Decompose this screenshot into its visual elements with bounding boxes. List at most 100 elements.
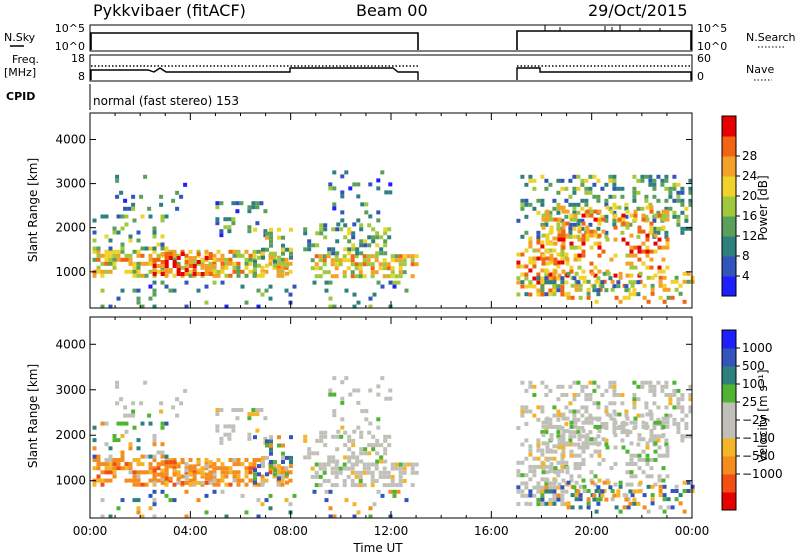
power-echo-cell (661, 225, 666, 230)
velocity-echo-cell (545, 449, 550, 454)
velocity-echo-cell (356, 400, 361, 405)
velocity-echo-cell (277, 435, 281, 440)
power-echo-cell (597, 245, 602, 250)
power-echo-cell (168, 252, 173, 256)
velocity-echo-cell (568, 384, 573, 389)
power-echo-cell (156, 242, 161, 247)
power-echo-cell (556, 284, 561, 289)
power-echo-cell (244, 261, 249, 266)
power-echo-cell (577, 225, 582, 230)
power-colorbar-tick-label: 16 (742, 209, 757, 223)
power-colorbar-swatch (722, 196, 736, 217)
power-echo-cell (164, 273, 169, 278)
power-echo-cell (641, 249, 646, 254)
power-echo-cell (160, 218, 165, 223)
velocity-echo-cell (564, 421, 569, 426)
power-echo-cell (572, 222, 577, 227)
power-echo-cell (319, 231, 324, 236)
velocity-echo-cell (625, 449, 630, 454)
velocity-echo-cell (289, 464, 293, 469)
velocity-echo-cell (375, 451, 380, 456)
power-echo-cell (148, 214, 153, 219)
power-echo-cell (532, 178, 537, 183)
nave-tick-top: 60 (697, 52, 711, 65)
power-echo-cell (598, 287, 603, 292)
velocity-echo-cell (334, 483, 339, 488)
power-echo-cell (549, 257, 554, 262)
power-echo-cell (605, 269, 610, 274)
power-echo-cell (629, 273, 634, 278)
velocity-echo-cell (319, 438, 324, 443)
power-echo-cell (314, 254, 319, 259)
power-echo-cell (664, 174, 669, 179)
power-echo-cell (612, 182, 617, 187)
velocity-echo-cell (176, 464, 181, 469)
velocity-echo-cell (359, 434, 364, 439)
power-echo-cell (642, 283, 647, 288)
velocity-echo-cell (545, 445, 550, 450)
velocity-echo-cell (532, 384, 537, 389)
power-echo-cell (330, 258, 335, 263)
velocity-echo-cell (616, 493, 621, 498)
power-echo-cell (576, 174, 581, 179)
velocity-echo-cell (175, 413, 180, 418)
power-y-tick-label: 1000 (55, 265, 86, 279)
power-echo-cell (188, 260, 193, 264)
velocity-echo-cell (265, 439, 269, 444)
velocity-echo-cell (625, 429, 630, 433)
velocity-echo-cell (280, 482, 285, 487)
power-echo-cell (656, 210, 661, 215)
velocity-echo-cell (156, 472, 161, 477)
power-echo-cell (620, 230, 625, 235)
velocity-echo-cell (528, 444, 533, 449)
power-echo-cell (589, 229, 594, 234)
power-echo-cell (516, 218, 521, 223)
power-echo-cell (536, 272, 541, 277)
power-echo-cell (572, 276, 577, 281)
velocity-echo-cell (331, 459, 336, 464)
velocity-echo-cell (552, 501, 557, 506)
power-echo-cell (132, 261, 137, 266)
velocity-y-label: Slant Range [km] (26, 364, 40, 468)
velocity-echo-cell (204, 462, 209, 467)
velocity-echo-cell (620, 393, 625, 397)
power-echo-cell (152, 230, 157, 235)
velocity-echo-cell (336, 429, 341, 434)
velocity-echo-cell (364, 409, 369, 414)
velocity-echo-cell (544, 481, 549, 486)
power-echo-cell (224, 261, 229, 266)
velocity-echo-cell (215, 408, 220, 412)
velocity-echo-cell (232, 458, 237, 462)
power-echo-cell (545, 249, 550, 254)
power-echo-cell (136, 261, 141, 266)
power-echo-cell (548, 182, 553, 187)
power-echo-cell (520, 234, 525, 239)
power-echo-cell (352, 222, 357, 227)
power-echo-cell (330, 274, 335, 279)
velocity-echo-cell (159, 409, 164, 414)
velocity-echo-cell (601, 437, 606, 442)
power-echo-cell (614, 295, 619, 300)
power-echo-cell (359, 223, 364, 228)
velocity-echo-cell (665, 420, 670, 425)
power-echo-cell (108, 238, 113, 243)
power-echo-cell (602, 271, 607, 276)
power-echo-cell (569, 213, 574, 218)
velocity-echo-cell (164, 468, 169, 473)
power-echo-cell (168, 249, 173, 254)
velocity-echo-cell (261, 460, 265, 464)
velocity-echo-cell (585, 420, 590, 425)
power-echo-cell (383, 231, 388, 236)
power-echo-cell (96, 253, 101, 258)
power-echo-cell (184, 257, 189, 262)
power-echo-cell (610, 287, 615, 292)
power-echo-cell (334, 254, 339, 259)
power-echo-cell (96, 265, 101, 270)
velocity-echo-cell (255, 412, 260, 417)
power-echo-cell (346, 266, 351, 271)
velocity-echo-cell (160, 480, 165, 485)
velocity-echo-cell (347, 455, 352, 460)
velocity-echo-cell (378, 474, 383, 479)
power-echo-cell (630, 283, 635, 288)
power-echo-cell (540, 202, 545, 207)
